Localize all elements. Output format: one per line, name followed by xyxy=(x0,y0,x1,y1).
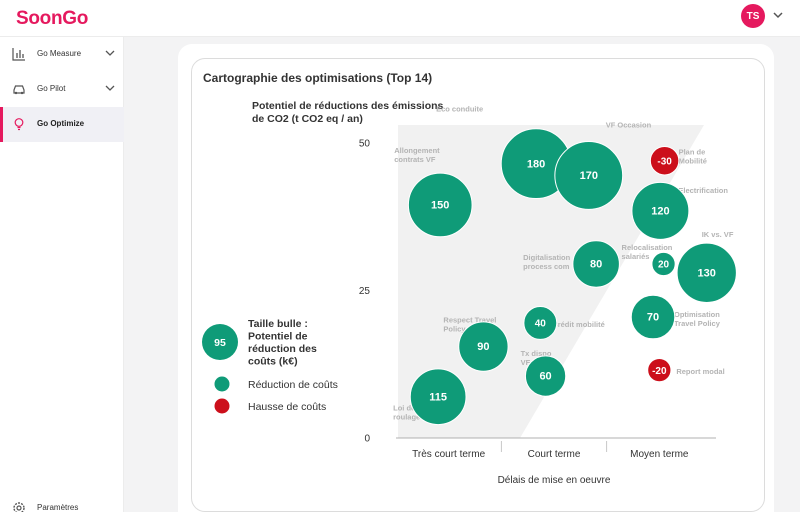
size-legend-label-line: Potentiel de xyxy=(248,331,308,343)
y-tick-label: 50 xyxy=(359,139,371,150)
point-label: Crédit mobilité xyxy=(552,320,605,329)
point-label: Allongement xyxy=(394,146,440,155)
axes: 0 25 50 Très court terme Court terme Moyen te… xyxy=(359,139,716,486)
top-bar: SoonGo TS xyxy=(0,0,800,37)
sidebar: Go Measure Go Pilot Go Optimize Paramètr… xyxy=(0,37,124,512)
point-label: Travel Policy xyxy=(674,319,721,328)
size-legend-label-line: coûts (k€) xyxy=(248,356,298,368)
bubble xyxy=(647,358,672,383)
bubble-value-label: 20 xyxy=(658,260,670,271)
chevron-down-icon xyxy=(105,50,115,56)
bubble xyxy=(651,251,676,277)
bubble-value-label: 90 xyxy=(477,341,489,353)
size-legend-label-line: Taille bulle : xyxy=(248,318,308,330)
chevron-down-icon xyxy=(105,85,115,91)
sidebar-item-settings[interactable]: Paramètres xyxy=(0,491,124,512)
sidebar-item-go-measure[interactable]: Go Measure xyxy=(0,37,124,72)
point-label: Relocalisation xyxy=(622,243,673,252)
x-axis-title: Délais de mise en oeuvre xyxy=(498,475,611,486)
legend-label: Réduction de coûts xyxy=(248,379,338,391)
bubble xyxy=(523,306,558,340)
point-label: Report modal xyxy=(676,367,724,376)
bubbles: 180 170 150 -30 120 130 20 80 70 40 90 60 -20 115 xyxy=(407,128,737,426)
bubble xyxy=(630,294,676,340)
point-label: VF xyxy=(521,358,531,367)
point-label: Loi de xyxy=(393,404,415,413)
y-axis-title: Potentiel de réductions des émissionsde … xyxy=(252,100,444,125)
sidebar-item-go-optimize[interactable]: Go Optimize xyxy=(0,107,124,142)
point-label: salariés xyxy=(622,252,650,261)
point-label: Plan de xyxy=(679,148,706,157)
x-category-label: Très court terme xyxy=(412,449,485,460)
bubble-value-label: -20 xyxy=(652,366,667,377)
point-label: process com xyxy=(523,262,570,271)
bubble-value-label: 60 xyxy=(539,371,551,383)
point-label: Eco conduite xyxy=(436,105,483,114)
bubble xyxy=(524,355,567,397)
gear-icon xyxy=(13,502,25,512)
chevron-down-icon[interactable] xyxy=(772,10,784,20)
bubble-value-label: 130 xyxy=(698,267,716,279)
point-labels: Eco conduite VF Occasion Allongementcontra… xyxy=(393,105,734,422)
point-label: Digitalisation xyxy=(523,253,571,262)
bubble-value-label: 170 xyxy=(580,170,598,182)
car-icon xyxy=(13,85,25,95)
point-label: VF Occasion xyxy=(606,120,652,129)
y-tick-label: 25 xyxy=(359,286,371,297)
bubble xyxy=(554,141,624,210)
x-category-label: Moyen terme xyxy=(630,449,689,460)
bubble xyxy=(649,145,680,176)
y-tick-label: 0 xyxy=(364,434,370,445)
y-axis-title-line: Potentiel de réductions des émissions xyxy=(252,100,444,112)
user-avatar[interactable]: TS xyxy=(741,4,765,28)
bubble-chart: Potentiel de réductions des émissionsde … xyxy=(202,100,737,486)
point-label: Mobilité xyxy=(679,157,707,166)
bubble-value-label: 150 xyxy=(431,200,449,212)
app-logo[interactable]: SoonGo xyxy=(16,8,89,29)
bubble-value-label: 80 xyxy=(590,259,602,271)
point-label: IK vs. VF xyxy=(702,230,734,239)
bar-chart-icon xyxy=(12,48,25,61)
point-label: Electrification xyxy=(678,186,728,195)
point-label: contrats VF xyxy=(394,155,436,164)
size-legend-label-line: réduction des xyxy=(248,343,317,355)
bubble-value-label: 120 xyxy=(651,205,669,217)
bubble xyxy=(676,242,737,303)
settings-label: Paramètres xyxy=(37,503,79,512)
point-label: Policy xyxy=(443,325,466,334)
sidebar-item-label: Go Optimize xyxy=(37,119,85,128)
y-axis-title-line: de CO2 (t CO2 eq / an) xyxy=(252,113,363,125)
bubble-value-label: 115 xyxy=(429,391,447,403)
sidebar-item-label: Go Pilot xyxy=(37,84,66,93)
bubble xyxy=(572,240,620,288)
sidebar-item-label: Go Measure xyxy=(37,49,82,58)
legend-label: Hausse de coûts xyxy=(248,401,326,413)
legend-swatch xyxy=(214,398,230,414)
legend-swatch xyxy=(214,376,230,392)
bubble xyxy=(458,321,509,372)
bubble xyxy=(409,368,467,426)
bubble-value-label: 40 xyxy=(535,319,547,330)
bubble xyxy=(407,172,473,238)
bubble-value-label: 70 xyxy=(647,312,659,324)
point-label: Respect Travel xyxy=(443,316,496,325)
bubble xyxy=(631,181,690,240)
lightbulb-icon xyxy=(14,118,24,131)
size-legend-value: 95 xyxy=(214,337,226,349)
chart-title: Cartographie des optimisations (Top 14) xyxy=(203,71,433,85)
bubble-value-label: -30 xyxy=(657,156,672,167)
x-category-label: Court terme xyxy=(528,449,581,460)
sidebar-item-go-pilot[interactable]: Go Pilot xyxy=(0,72,124,107)
point-label: roulage xyxy=(393,413,420,422)
point-label: Optimisation xyxy=(674,310,720,319)
size-legend-bubble xyxy=(202,324,238,360)
point-label: Tx dispo xyxy=(521,349,552,358)
bubble-value-label: 180 xyxy=(527,158,545,170)
